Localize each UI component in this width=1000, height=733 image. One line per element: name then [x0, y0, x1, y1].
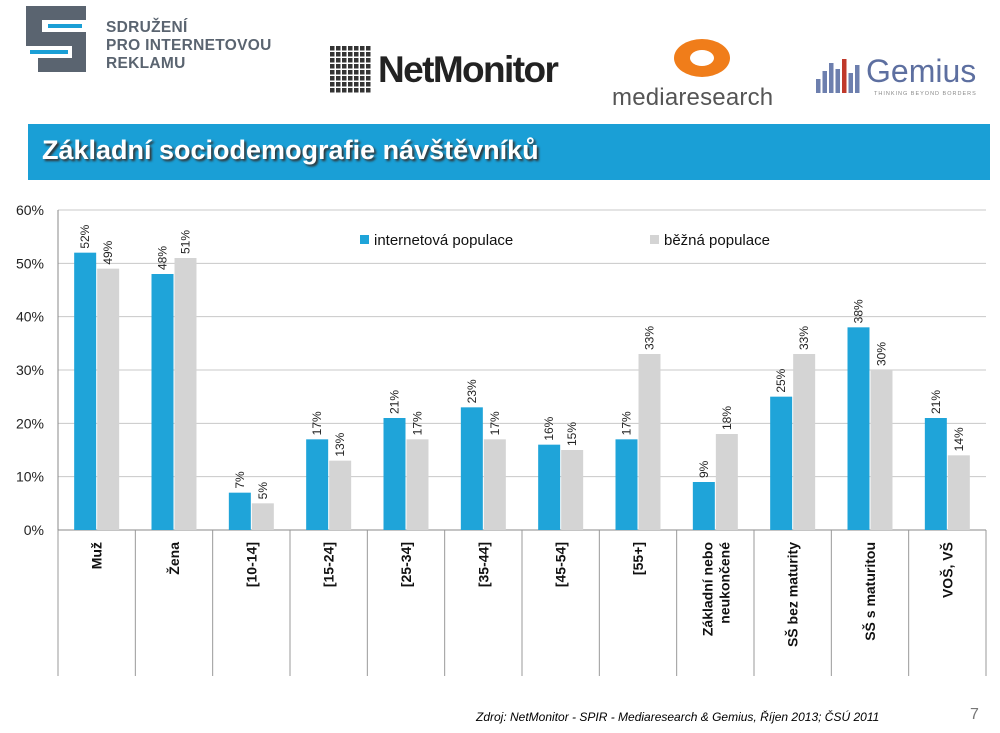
gemius-wordmark: Gemius [866, 53, 977, 89]
bar-internet [692, 482, 715, 530]
data-label: 17% [411, 411, 425, 435]
legend-label: běžná populace [664, 232, 770, 249]
data-label: 52% [78, 224, 92, 248]
bar-common [251, 503, 274, 530]
data-label: 33% [643, 326, 657, 350]
bar-common [638, 354, 661, 530]
y-tick-label: 30% [16, 362, 44, 378]
sdruzeni-text: SDRUŽENÍ PRO INTERNETOVOU REKLAMU [106, 19, 272, 73]
data-label: 15% [565, 422, 579, 446]
y-tick-label: 40% [16, 309, 44, 325]
bar-internet [615, 439, 638, 530]
netmonitor-logo: NetMonitor [330, 44, 592, 96]
data-label: 25% [774, 368, 788, 392]
bar-internet [847, 327, 870, 530]
legend-swatch [360, 235, 369, 244]
bar-common [793, 354, 816, 530]
data-label: 33% [797, 326, 811, 350]
y-tick-label: 50% [16, 255, 44, 271]
y-tick-label: 10% [16, 469, 44, 485]
page-number: 7 [970, 706, 979, 723]
bar-common [329, 460, 352, 530]
bar-internet [770, 396, 793, 530]
data-label: 17% [488, 411, 502, 435]
x-category-label: Muž [89, 542, 105, 569]
x-category-label: SŠ bez maturity [784, 542, 801, 647]
bar-internet [228, 492, 251, 530]
title-bar: Základní sociodemografie návštěvníků [28, 124, 990, 180]
data-label: 18% [720, 406, 734, 430]
x-category-label: VOŠ, VŠ [938, 542, 955, 598]
bar-common [947, 455, 970, 530]
sdruzeni-logo: SDRUŽENÍ PRO INTERNETOVOU REKLAMU [26, 6, 286, 76]
x-category-label: Základní nebo [699, 542, 715, 636]
mediaresearch-logo: mediaresearch [612, 38, 787, 113]
sdruzeni-mark-icon [26, 6, 86, 72]
bar-common [97, 268, 120, 530]
y-tick-label: 0% [24, 522, 44, 538]
bar-common [870, 370, 893, 530]
x-category-label: [55+] [630, 542, 646, 575]
data-label: 21% [388, 390, 402, 414]
data-label: 49% [101, 240, 115, 264]
data-label: 23% [465, 379, 479, 403]
mediaresearch-wordmark: mediaresearch [612, 84, 774, 111]
x-category-label: [15-24] [321, 542, 337, 587]
x-category-label: SŠ s maturitou [861, 542, 878, 641]
y-tick-label: 60% [16, 202, 44, 218]
sdruzeni-line-3: REKLAMU [106, 55, 186, 72]
data-label: 30% [875, 342, 889, 366]
bar-internet [74, 252, 97, 530]
data-label: 16% [542, 416, 556, 440]
data-label: 9% [697, 460, 711, 478]
mediaresearch-eye-icon [674, 39, 730, 77]
source-note: Zdroj: NetMonitor - SPIR - Mediaresearch… [476, 710, 880, 724]
bar-internet [538, 444, 561, 530]
x-category-label: [45-54] [553, 542, 569, 587]
bar-internet [306, 439, 329, 530]
data-label: 51% [179, 230, 193, 254]
data-label: 7% [233, 471, 247, 489]
data-label: 21% [929, 390, 943, 414]
data-label: 14% [952, 427, 966, 451]
bar-common [561, 450, 584, 530]
bar-internet [460, 407, 483, 530]
netmonitor-grid-icon [330, 46, 371, 93]
x-category-label: [10-14] [243, 542, 259, 587]
bar-common [406, 439, 429, 530]
bar-common [174, 258, 197, 530]
bar-chart: 0% 10% 20% 30% 40% 50% 60% 52% 49% Muž 48% 51% Žena 7… [16, 202, 987, 676]
legend-label: internetová populace [374, 232, 513, 249]
bar-common [483, 439, 506, 530]
data-label: 48% [156, 246, 170, 270]
gemius-logo: Gemius THINKING BEYOND BORDERS [814, 53, 994, 105]
x-category-label: Žena [165, 542, 182, 575]
data-label: 38% [852, 299, 866, 323]
netmonitor-wordmark: NetMonitor [378, 49, 559, 90]
bar-internet [924, 418, 947, 530]
y-tick-label: 20% [16, 415, 44, 431]
bar-internet [151, 274, 174, 530]
sdruzeni-line-2: PRO INTERNETOVOU [106, 37, 272, 54]
sdruzeni-line-1: SDRUŽENÍ [106, 19, 188, 36]
data-label: 17% [310, 411, 324, 435]
x-category-label: [25-34] [398, 542, 414, 587]
data-label: 17% [620, 411, 634, 435]
x-category-label: neukončené [716, 542, 732, 624]
bar-internet [383, 418, 406, 530]
data-label: 5% [256, 482, 270, 500]
bar-common [715, 434, 738, 530]
x-category-label: [35-44] [475, 542, 491, 587]
legend-swatch [650, 235, 659, 244]
gemius-tagline: THINKING BEYOND BORDERS [874, 91, 977, 97]
gemius-bars-icon [816, 59, 860, 93]
page-title: Základní sociodemografie návštěvníků [42, 135, 539, 165]
data-label: 13% [333, 432, 347, 456]
